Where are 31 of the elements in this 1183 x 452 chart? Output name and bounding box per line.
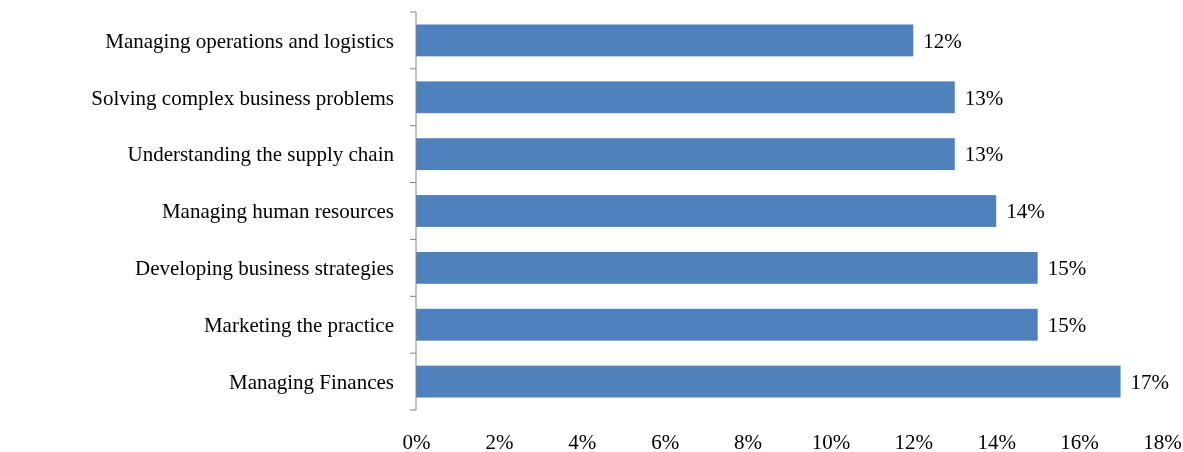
y-tick-label: Developing business strategies (135, 256, 394, 281)
x-tick-label: 12% (894, 429, 934, 452)
bar (416, 138, 955, 171)
x-tick-label: 2% (485, 429, 514, 452)
x-tick-label: 0% (402, 429, 431, 452)
data-label: 15% (1047, 313, 1087, 338)
data-label: 15% (1047, 256, 1087, 281)
x-tick-label: 10% (811, 429, 851, 452)
y-tick-label: Marketing the practice (203, 313, 394, 338)
y-tick-label: Managing human resources (161, 199, 394, 224)
bar (416, 24, 914, 57)
data-label: 13% (964, 85, 1004, 110)
y-tick-label: Solving complex business problems (91, 85, 394, 110)
data-label: 13% (964, 142, 1004, 167)
x-tick-label: 14% (977, 429, 1016, 452)
data-label: 17% (1130, 369, 1170, 394)
data-label: 14% (1006, 199, 1045, 224)
bar (416, 365, 1121, 398)
bar (416, 308, 1038, 341)
bar (416, 195, 997, 227)
bar (416, 81, 955, 114)
x-tick-label: 18% (1143, 429, 1182, 452)
bar (416, 251, 1038, 284)
y-tick-label: Understanding the supply chain (127, 142, 395, 167)
x-tick-label: 16% (1060, 429, 1099, 452)
y-tick-label: Managing operations and logistics (105, 28, 394, 53)
x-tick-label: 8% (734, 429, 763, 452)
x-tick-label: 6% (651, 429, 680, 452)
x-tick-label: 4% (568, 429, 597, 452)
data-label: 12% (923, 28, 962, 53)
y-tick-label: Managing Finances (228, 369, 394, 394)
